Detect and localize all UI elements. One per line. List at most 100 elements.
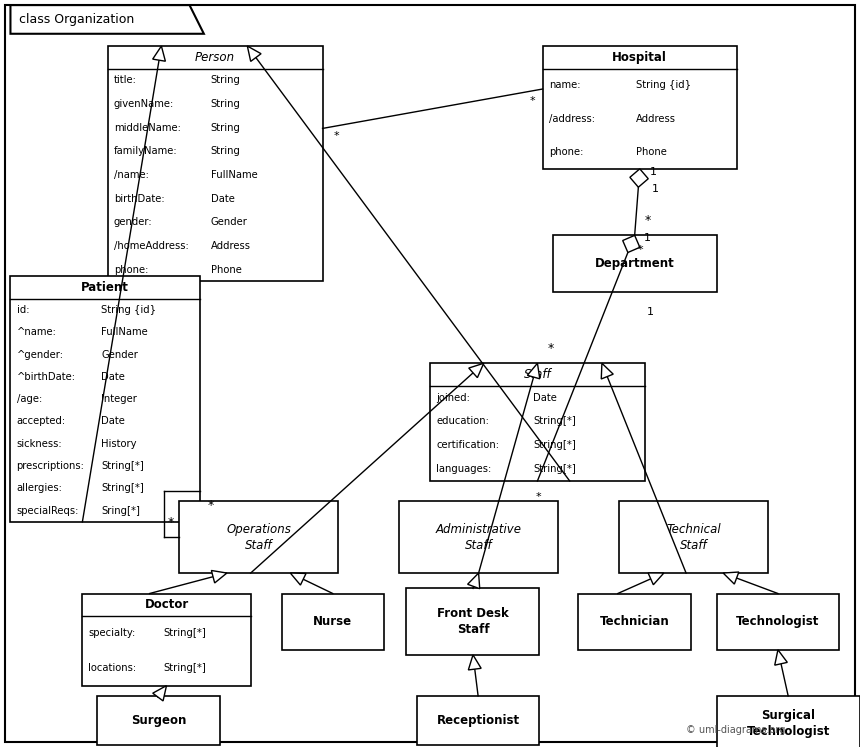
Bar [619, 501, 768, 573]
Text: certification:: certification: [436, 440, 499, 450]
Text: ^birthDate:: ^birthDate: [16, 372, 76, 382]
Polygon shape [723, 572, 739, 584]
Text: String: String [211, 123, 241, 133]
Text: *: * [645, 214, 651, 227]
Text: Gender: Gender [211, 217, 248, 227]
Text: *: * [168, 516, 175, 529]
Text: Surgical
Technologist: Surgical Technologist [746, 710, 830, 739]
Bar [553, 235, 716, 291]
Text: joined:: joined: [436, 393, 470, 403]
Text: Gender: Gender [101, 350, 138, 359]
Text: *: * [208, 499, 214, 512]
Bar [108, 46, 322, 282]
Text: id:: id: [16, 305, 29, 315]
Text: birthDate:: birthDate: [114, 193, 164, 204]
Polygon shape [469, 655, 481, 670]
Polygon shape [527, 363, 540, 379]
Text: Technologist: Technologist [736, 615, 820, 628]
Text: String {id}: String {id} [101, 305, 157, 315]
Polygon shape [775, 650, 787, 665]
Text: Phone: Phone [636, 147, 666, 157]
Bar [10, 276, 200, 522]
Polygon shape [248, 46, 261, 61]
Text: 1: 1 [650, 167, 657, 177]
Text: Operations
Staff: Operations Staff [226, 523, 291, 552]
Text: History: History [101, 438, 137, 449]
Bar [543, 46, 737, 169]
Text: *: * [334, 131, 339, 141]
Text: phone:: phone: [549, 147, 583, 157]
Text: String: String [211, 146, 241, 156]
Bar [281, 594, 384, 650]
Text: title:: title: [114, 75, 137, 85]
Text: String: String [211, 75, 241, 85]
Polygon shape [468, 573, 480, 589]
Bar [430, 363, 645, 481]
Polygon shape [623, 235, 640, 252]
Text: name:: name: [549, 80, 581, 90]
Text: String: String [211, 99, 241, 109]
Text: Person: Person [195, 51, 235, 63]
Polygon shape [153, 46, 165, 61]
Text: String {id}: String {id} [636, 80, 691, 90]
Text: specialty:: specialty: [89, 628, 136, 639]
Text: Doctor: Doctor [144, 598, 188, 611]
Text: prescriptions:: prescriptions: [16, 461, 84, 471]
Bar [579, 594, 691, 650]
Text: *: * [530, 96, 535, 106]
Bar [417, 696, 539, 745]
Text: locations:: locations: [89, 663, 137, 673]
Polygon shape [153, 686, 167, 701]
Text: Technical
Staff: Technical Staff [666, 523, 721, 552]
Text: gender:: gender: [114, 217, 152, 227]
Text: Surgeon: Surgeon [131, 714, 187, 727]
Text: *: * [638, 245, 643, 255]
Text: Administrative
Staff: Administrative Staff [436, 523, 522, 552]
Text: phone:: phone: [114, 264, 148, 275]
Text: /address:: /address: [549, 114, 595, 124]
Text: languages:: languages: [436, 464, 491, 474]
Text: /name:: /name: [114, 170, 149, 180]
Bar [179, 501, 338, 573]
Text: 1: 1 [647, 307, 654, 317]
Text: class Organization: class Organization [19, 13, 134, 26]
Text: Sring[*]: Sring[*] [101, 506, 140, 515]
Text: specialReqs:: specialReqs: [16, 506, 79, 515]
Text: © uml-diagrams.org: © uml-diagrams.org [685, 725, 785, 735]
Text: String[*]: String[*] [533, 440, 576, 450]
Text: givenName:: givenName: [114, 99, 174, 109]
Text: String[*]: String[*] [163, 628, 206, 639]
Text: familyName:: familyName: [114, 146, 177, 156]
Text: Receptionist: Receptionist [437, 714, 519, 727]
Bar [399, 501, 558, 573]
Text: *: * [536, 492, 542, 502]
Text: accepted:: accepted: [16, 417, 65, 427]
Text: /homeAddress:: /homeAddress: [114, 241, 188, 251]
Text: allergies:: allergies: [16, 483, 63, 494]
Polygon shape [648, 573, 664, 585]
Text: Address: Address [636, 114, 676, 124]
Text: String[*]: String[*] [101, 461, 144, 471]
Text: Staff: Staff [524, 368, 551, 381]
Polygon shape [630, 169, 648, 187]
Text: 1: 1 [643, 233, 650, 244]
Text: ^gender:: ^gender: [16, 350, 64, 359]
Polygon shape [212, 571, 227, 583]
Text: String[*]: String[*] [101, 483, 144, 494]
Text: *: * [548, 342, 554, 355]
Text: 1: 1 [652, 185, 659, 194]
Text: FullName: FullName [211, 170, 257, 180]
Text: Front Desk
Staff: Front Desk Staff [437, 607, 509, 636]
Text: String[*]: String[*] [533, 417, 576, 427]
Text: Date: Date [101, 417, 126, 427]
Bar [716, 696, 860, 747]
Text: ^name:: ^name: [16, 327, 57, 337]
Text: Hospital: Hospital [612, 51, 667, 63]
Bar [716, 594, 839, 650]
Text: Patient: Patient [81, 281, 129, 294]
Text: Date: Date [101, 372, 126, 382]
Text: /age:: /age: [16, 394, 42, 404]
Text: Department: Department [595, 257, 674, 270]
Text: middleName:: middleName: [114, 123, 181, 133]
Text: Technician: Technician [599, 615, 670, 628]
